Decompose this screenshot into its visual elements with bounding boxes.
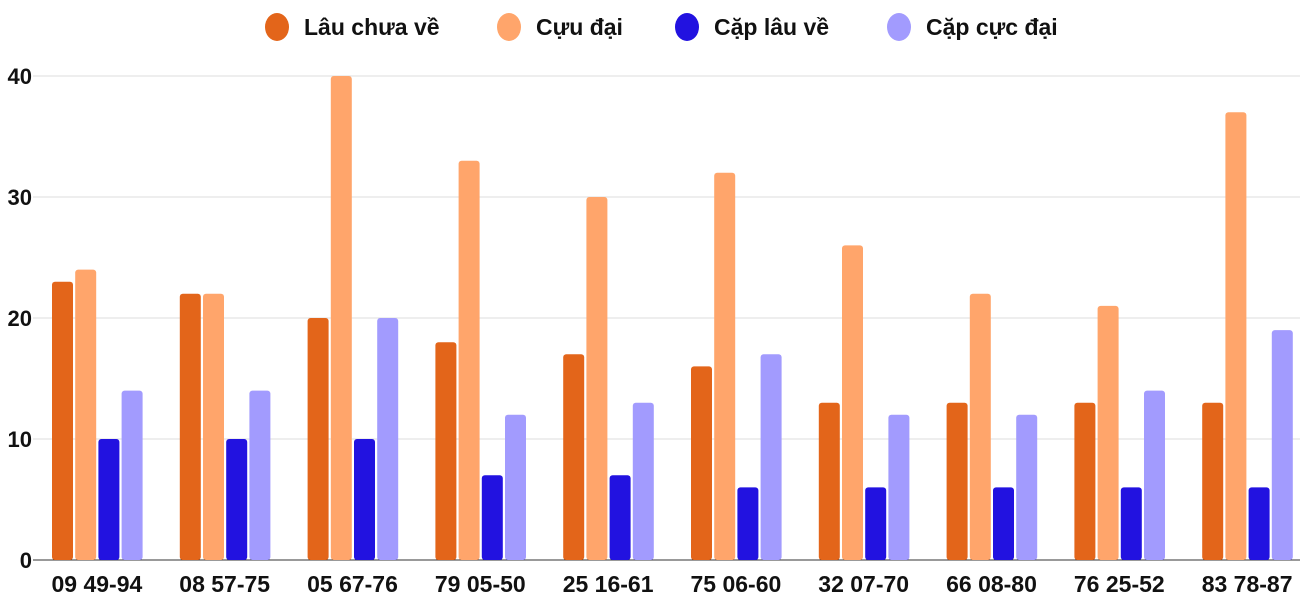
bar-3-6 bbox=[888, 414, 910, 560]
bar-3-8 bbox=[1144, 390, 1165, 560]
bar-0-0 bbox=[52, 281, 73, 560]
bar-1-3 bbox=[458, 160, 480, 560]
bar-0-1 bbox=[179, 293, 201, 560]
x-tick-label: 25 16-61 bbox=[563, 571, 654, 597]
bar-0-5 bbox=[691, 366, 712, 560]
legend-swatch bbox=[675, 13, 699, 41]
bar-3-4 bbox=[632, 402, 654, 560]
bar-2-9 bbox=[1248, 487, 1270, 560]
x-tick-label: 66 08-80 bbox=[946, 571, 1037, 597]
bar-3-1 bbox=[249, 390, 271, 560]
x-tick-label: 83 78-87 bbox=[1202, 571, 1293, 597]
x-tick-label: 32 07-70 bbox=[818, 571, 909, 597]
legend-label: Cựu đại bbox=[536, 14, 623, 40]
bar-0-4 bbox=[563, 354, 585, 560]
bar-1-8 bbox=[1097, 305, 1119, 560]
bar-3-7 bbox=[1016, 414, 1038, 560]
bar-2-3 bbox=[481, 475, 503, 560]
y-tick-label: 20 bbox=[8, 306, 32, 331]
bar-2-6 bbox=[865, 487, 887, 560]
legend-label: Cặp lâu về bbox=[714, 14, 829, 40]
legend-swatch bbox=[887, 13, 911, 41]
x-tick-label: 75 06-60 bbox=[690, 571, 781, 597]
bar-1-4 bbox=[586, 197, 608, 560]
bar-1-1 bbox=[203, 293, 224, 560]
bar-0-9 bbox=[1202, 402, 1224, 560]
bar-0-2 bbox=[307, 318, 329, 560]
bar-0-6 bbox=[818, 402, 840, 560]
bar-2-0 bbox=[98, 439, 120, 560]
y-tick-label: 0 bbox=[20, 548, 32, 573]
x-tick-label: 79 05-50 bbox=[435, 571, 526, 597]
bar-2-1 bbox=[226, 439, 248, 560]
bar-3-9 bbox=[1271, 330, 1293, 560]
bar-1-7 bbox=[969, 293, 991, 560]
bar-2-5 bbox=[737, 487, 759, 560]
legend-swatch bbox=[265, 13, 289, 41]
y-tick-label: 10 bbox=[8, 427, 32, 452]
bar-1-9 bbox=[1225, 112, 1247, 561]
y-tick-label: 30 bbox=[8, 185, 32, 210]
legend-label: Lâu chưa về bbox=[304, 14, 440, 40]
bar-0-7 bbox=[946, 402, 968, 560]
x-tick-label: 05 67-76 bbox=[307, 571, 398, 597]
bar-3-5 bbox=[760, 354, 782, 560]
bar-2-8 bbox=[1120, 487, 1142, 560]
legend-swatch bbox=[497, 13, 521, 41]
bar-1-2 bbox=[330, 76, 352, 560]
x-tick-label: 76 25-52 bbox=[1074, 571, 1165, 597]
bar-3-0 bbox=[121, 390, 143, 560]
legend-label: Cặp cực đại bbox=[926, 14, 1058, 40]
bar-0-8 bbox=[1074, 402, 1096, 560]
bar-1-6 bbox=[842, 245, 863, 560]
bar-3-3 bbox=[505, 414, 526, 560]
bar-2-4 bbox=[609, 475, 631, 560]
bar-0-3 bbox=[435, 342, 457, 560]
x-tick-label: 09 49-94 bbox=[51, 571, 142, 597]
bar-2-2 bbox=[354, 439, 375, 560]
bar-3-2 bbox=[377, 318, 399, 560]
bar-2-7 bbox=[993, 487, 1014, 560]
y-tick-label: 40 bbox=[8, 64, 32, 89]
x-tick-label: 08 57-75 bbox=[179, 571, 270, 597]
bar-1-5 bbox=[714, 172, 736, 561]
bar-1-0 bbox=[75, 269, 97, 560]
